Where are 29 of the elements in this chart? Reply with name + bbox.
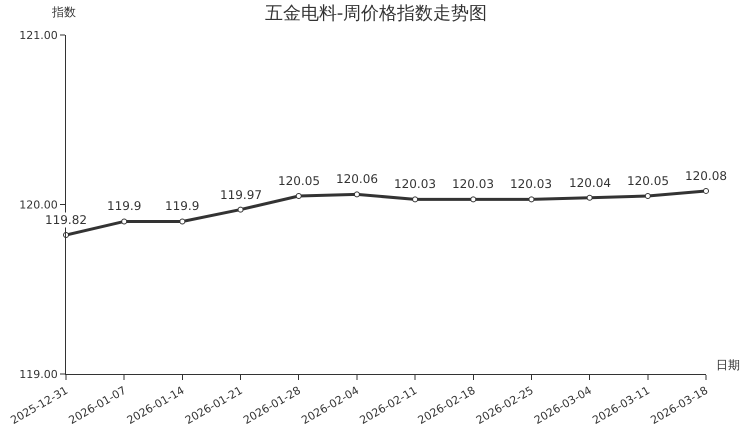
data-label: 120.08 xyxy=(685,169,727,183)
point xyxy=(296,193,302,200)
point xyxy=(644,193,651,200)
point xyxy=(179,218,186,224)
y-axis-title: 指数 xyxy=(51,5,76,19)
data-label: 120.04 xyxy=(569,176,611,190)
data-label: 119.82 xyxy=(45,213,87,227)
data-label: 120.06 xyxy=(336,172,378,186)
point xyxy=(354,191,360,198)
data-label: 119.9 xyxy=(107,199,142,213)
x-axis-title: 日期 xyxy=(716,358,740,372)
data-label: 120.03 xyxy=(394,177,436,191)
data-label: 119.97 xyxy=(220,188,262,202)
point xyxy=(238,206,244,213)
y-tick-label: 120.00 xyxy=(19,198,58,212)
point xyxy=(586,194,593,201)
point xyxy=(121,218,128,224)
y-tick-label: 121.00 xyxy=(19,28,58,42)
data-label: 120.03 xyxy=(510,177,552,191)
point xyxy=(528,196,534,202)
point xyxy=(412,196,418,202)
data-label: 120.05 xyxy=(278,174,320,188)
point xyxy=(470,196,476,202)
data-label: 119.9 xyxy=(165,199,200,213)
chart-title: 五金电料-周价格指数走势图 xyxy=(264,3,488,24)
data-label: 120.03 xyxy=(452,177,494,191)
point xyxy=(703,188,709,194)
y-tick-label: 119.00 xyxy=(19,368,58,381)
data-label: 120.05 xyxy=(627,174,669,188)
